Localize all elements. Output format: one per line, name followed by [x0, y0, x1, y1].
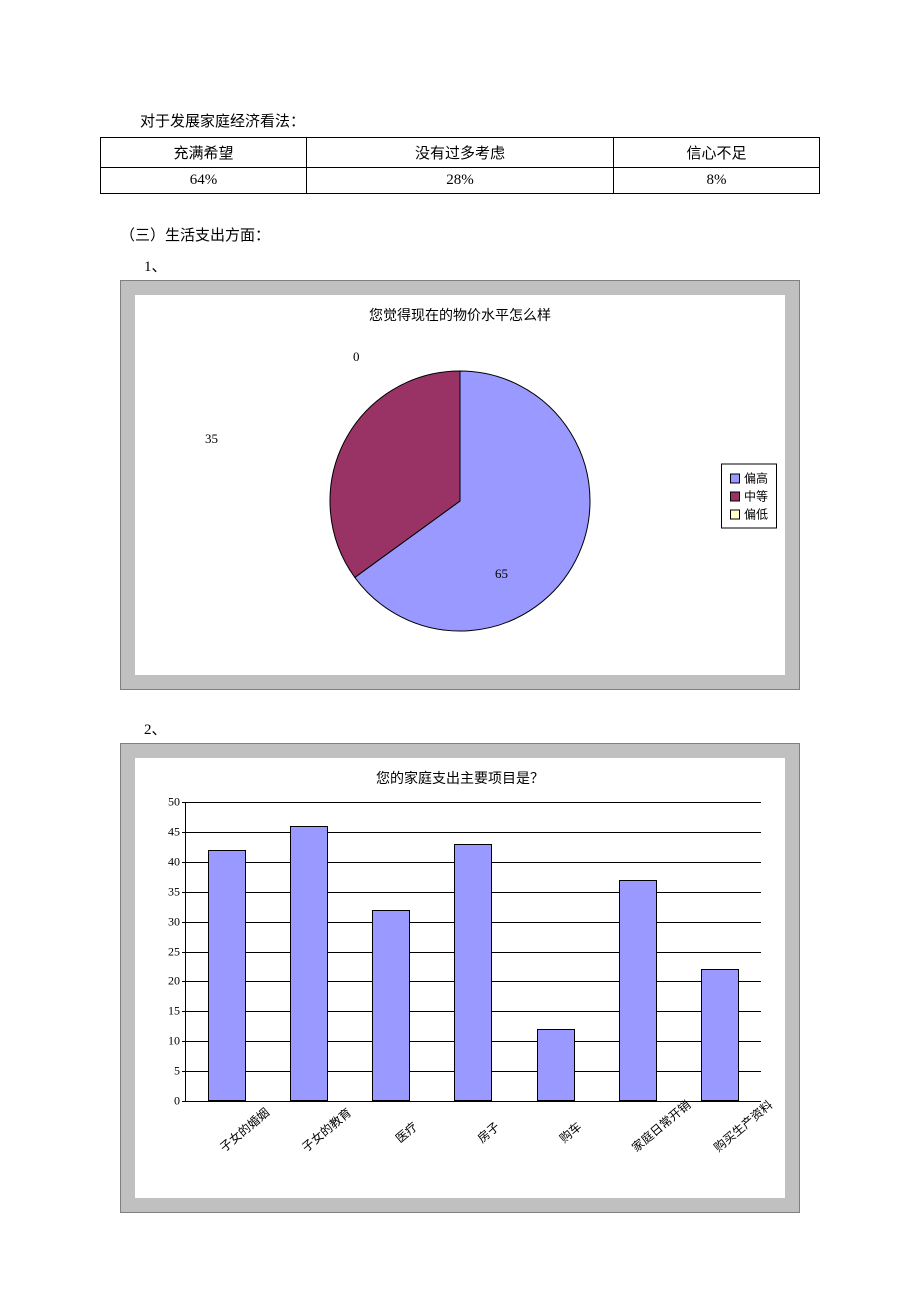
- legend-label: 偏低: [744, 506, 768, 523]
- item-2-number: 2、: [144, 718, 820, 739]
- legend-swatch: [730, 509, 740, 519]
- x-tick-label: 房子: [463, 1118, 503, 1155]
- td-hopeful: 64%: [101, 168, 307, 194]
- bar-column: [701, 969, 739, 1101]
- pie-chart-title: 您觉得现在的物价水平怎么样: [135, 295, 785, 331]
- bar-column: [537, 1029, 575, 1101]
- x-tick-label: 子女的婚姻: [216, 1118, 256, 1155]
- bar-chart-inner: 您的家庭支出主要项目是？ 05101520253035404550 子女的婚姻子…: [135, 758, 785, 1198]
- bar-column: [290, 826, 328, 1101]
- y-tick-label: 35: [168, 884, 186, 899]
- y-tick-label: 40: [168, 854, 186, 869]
- legend-row: 中等: [730, 488, 768, 505]
- pie-chart-area: 65 35 0 偏高中等偏低: [135, 331, 785, 661]
- section-heading: （三）生活支出方面：: [120, 224, 820, 245]
- bar-column: [454, 844, 492, 1101]
- y-tick-label: 50: [168, 795, 186, 810]
- bar-rect: [372, 910, 410, 1101]
- pie-data-label: 0: [353, 349, 360, 365]
- bar-column: [208, 850, 246, 1101]
- th-hopeful: 充满希望: [101, 138, 307, 168]
- table-header-row: 充满希望 没有过多考虑 信心不足: [101, 138, 820, 168]
- bar-plot-area: 05101520253035404550: [185, 802, 761, 1102]
- td-not-considered: 28%: [306, 168, 613, 194]
- pie-legend: 偏高中等偏低: [721, 464, 777, 529]
- table-value-row: 64% 28% 8%: [101, 168, 820, 194]
- pie-chart-frame: 您觉得现在的物价水平怎么样 65 35 0 偏高中等偏低: [120, 280, 800, 690]
- x-tick-label: 购车: [545, 1118, 585, 1155]
- legend-label: 中等: [744, 488, 768, 505]
- bar-rect: [701, 969, 739, 1101]
- pie-data-label: 65: [495, 566, 508, 582]
- legend-label: 偏高: [744, 470, 768, 487]
- bar-rect: [454, 844, 492, 1101]
- legend-row: 偏高: [730, 470, 768, 487]
- x-tick-label: 医疗: [381, 1118, 421, 1155]
- item-1-number: 1、: [144, 255, 820, 276]
- bar-column: [619, 880, 657, 1101]
- bar-column: [372, 910, 410, 1101]
- y-tick-label: 10: [168, 1034, 186, 1049]
- bars-row: [186, 802, 761, 1101]
- bar-chart-frame: 您的家庭支出主要项目是？ 05101520253035404550 子女的婚姻子…: [120, 743, 800, 1213]
- legend-row: 偏低: [730, 506, 768, 523]
- y-tick-label: 25: [168, 944, 186, 959]
- bar-x-labels: 子女的婚姻子女的教育医疗房子购车家庭日常开销购买生产资料: [185, 1108, 761, 1125]
- y-tick-label: 5: [174, 1064, 186, 1079]
- bar-rect: [208, 850, 246, 1101]
- legend-swatch: [730, 473, 740, 483]
- y-tick-label: 45: [168, 824, 186, 839]
- pie-chart-inner: 您觉得现在的物价水平怎么样 65 35 0 偏高中等偏低: [135, 295, 785, 675]
- td-low-confidence: 8%: [614, 168, 820, 194]
- y-tick-label: 0: [174, 1094, 186, 1109]
- th-not-considered: 没有过多考虑: [306, 138, 613, 168]
- intro-text: 对于发展家庭经济看法：: [140, 110, 820, 131]
- pie-svg: [230, 331, 690, 661]
- legend-swatch: [730, 491, 740, 501]
- x-tick-label: 家庭日常开销: [627, 1118, 667, 1155]
- bar-rect: [537, 1029, 575, 1101]
- x-tick-label: 子女的教育: [298, 1118, 338, 1155]
- economy-view-table: 充满希望 没有过多考虑 信心不足 64% 28% 8%: [100, 137, 820, 194]
- y-tick-label: 20: [168, 974, 186, 989]
- y-tick-label: 30: [168, 914, 186, 929]
- y-tick-label: 15: [168, 1004, 186, 1019]
- pie-data-label: 35: [205, 431, 218, 447]
- bar-rect: [290, 826, 328, 1101]
- x-tick-label: 购买生产资料: [710, 1118, 750, 1155]
- bar-chart-title: 您的家庭支出主要项目是？: [135, 758, 785, 794]
- th-low-confidence: 信心不足: [614, 138, 820, 168]
- bar-rect: [619, 880, 657, 1101]
